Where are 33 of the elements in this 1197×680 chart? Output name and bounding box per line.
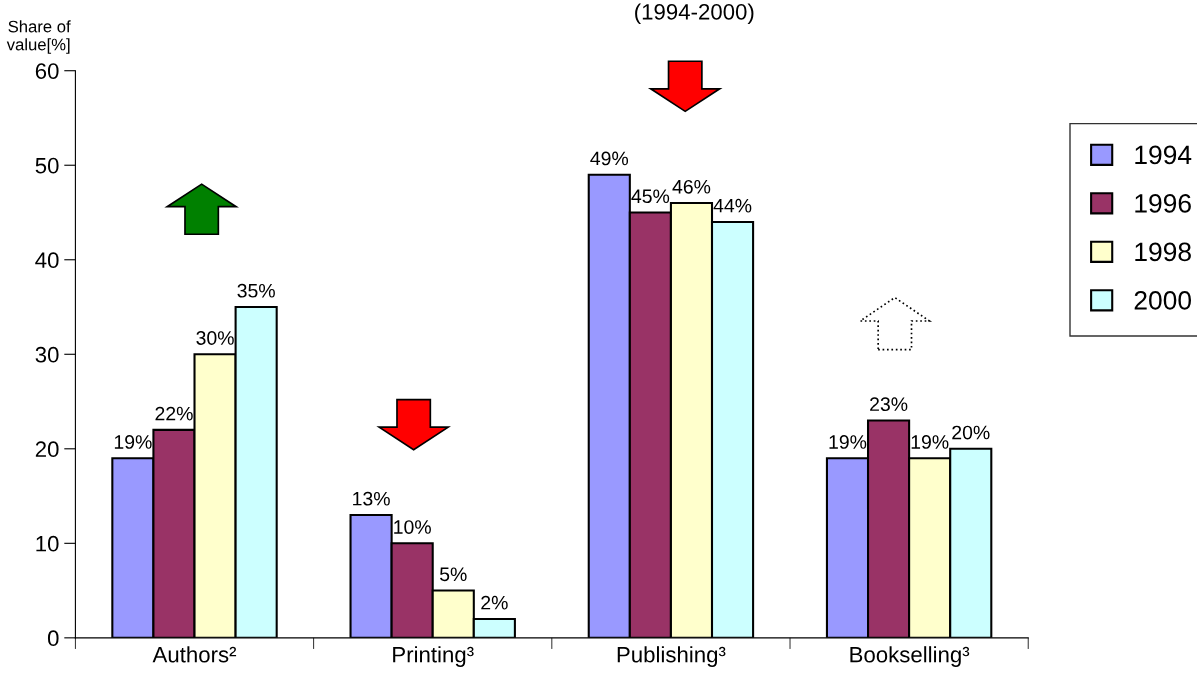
y-tick-label: 30: [35, 346, 59, 363]
data-label: 49%: [590, 151, 629, 166]
data-label: 2%: [481, 595, 508, 610]
y-tick-label: 0: [47, 630, 59, 647]
data-label: 5%: [439, 567, 467, 582]
data-label: 45%: [631, 189, 670, 204]
data-label: 20%: [952, 425, 990, 440]
y-tick-label: 50: [35, 157, 59, 174]
legend-label: 1998: [1135, 242, 1191, 262]
data-label: 10%: [394, 520, 431, 534]
data-label: 23%: [870, 397, 908, 412]
chart-title: (1994-2000): [635, 3, 754, 25]
data-label: 13%: [353, 491, 390, 506]
data-label: 22%: [155, 406, 193, 421]
x-tick-label: Bookselling³: [850, 646, 970, 667]
y-tick-label: 20: [35, 441, 59, 458]
data-label: 46%: [672, 179, 711, 194]
data-label: 19%: [911, 435, 949, 449]
y-axis-title: Share of value[%]: [6, 20, 71, 54]
x-tick-label: Authors²: [152, 646, 237, 663]
x-tick-label: Printing³: [393, 646, 474, 667]
legend-label: 1994: [1135, 145, 1192, 165]
data-label: 30%: [196, 331, 234, 345]
legend-label: 2000: [1134, 291, 1192, 310]
data-label: 19%: [114, 435, 152, 449]
data-label: 44%: [713, 198, 752, 213]
y-tick-label: 60: [35, 63, 59, 79]
legend-label: 1996: [1135, 194, 1191, 213]
x-tick-label: Publishing³: [617, 646, 726, 667]
data-label: 35%: [237, 283, 275, 298]
y-tick-label: 40: [35, 252, 59, 269]
data-label: 19%: [829, 435, 867, 449]
y-tick-label: 10: [36, 535, 59, 552]
